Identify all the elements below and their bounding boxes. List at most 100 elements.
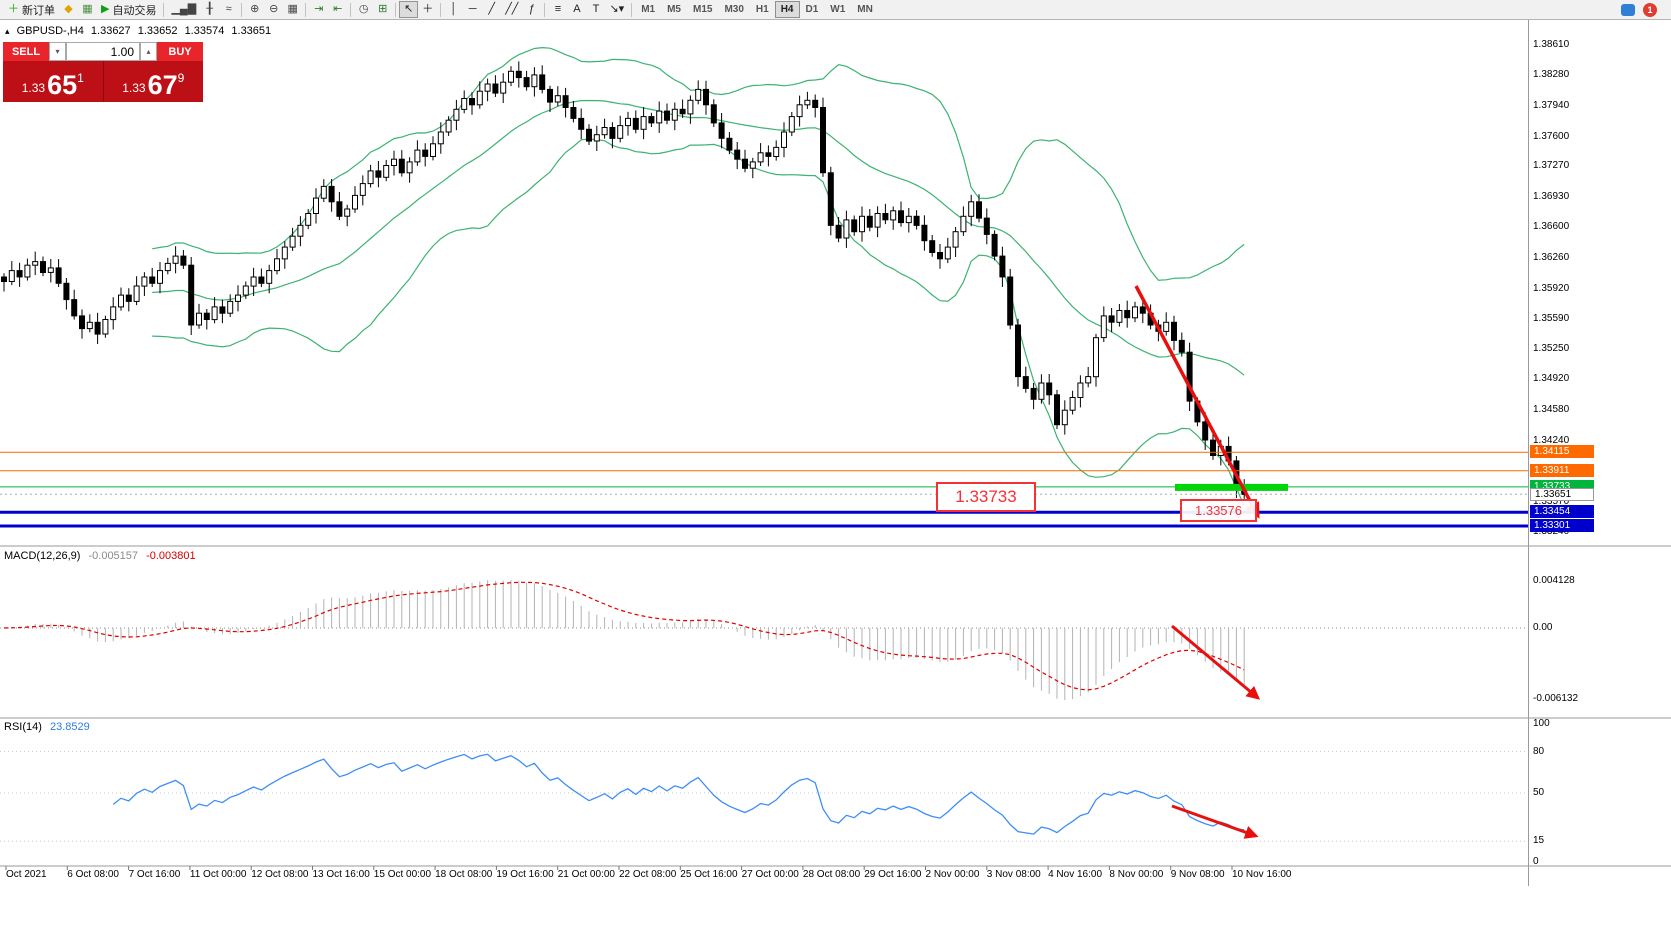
candle-body (710, 104, 717, 124)
time-axis-label[interactable]: 15 Oct 00:00 (373, 869, 432, 880)
candle-body (593, 134, 600, 142)
time-axis-label[interactable]: Oct 2021 (6, 869, 47, 880)
candle-body (359, 183, 366, 196)
trend-arrow[interactable] (1171, 804, 1259, 839)
timeframe-m15[interactable]: M15 (693, 4, 713, 15)
timeframe-m5[interactable]: M5 (667, 4, 681, 15)
buy-header[interactable]: BUY (157, 42, 203, 61)
time-axis-label[interactable]: 10 Nov 16:00 (1232, 869, 1292, 880)
time-axis-label[interactable]: 28 Oct 08:00 (802, 869, 861, 880)
volume-input[interactable]: 1.00 (66, 42, 140, 61)
timeframe-m1[interactable]: M1 (641, 4, 656, 15)
candle-body (391, 158, 397, 166)
time-axis-label[interactable]: 4 Nov 16:00 (1048, 869, 1103, 880)
panel-dropdown-icon[interactable]: ▾ (49, 42, 66, 61)
chart-shift-icon[interactable]: ⇤ (328, 1, 347, 18)
timeframe-d1[interactable]: D1 (805, 4, 819, 15)
vertical-line-icon[interactable]: │ (444, 1, 463, 18)
candle-body (1061, 409, 1068, 426)
zoom-in-icon[interactable]: ⊕ (245, 1, 264, 18)
time-axis-label[interactable]: 2 Nov 00:00 (925, 869, 980, 880)
bid-price-tag[interactable]: 1.33651 (1530, 488, 1594, 502)
crosshair-icon[interactable]: ＋ (418, 1, 437, 18)
time-axis-label[interactable]: 13 Oct 16:00 (312, 869, 370, 880)
candle-body (476, 90, 483, 106)
candlestick-mode-icon[interactable]: ╂ (200, 1, 219, 18)
timeframe-w1[interactable]: W1 (830, 4, 846, 15)
strategy-tester-icon-glyph: ◷ (358, 3, 369, 15)
auto-scroll-icon[interactable]: ⇥ (309, 1, 328, 18)
time-axis-label[interactable]: 27 Oct 00:00 (741, 869, 799, 880)
candle-body (898, 210, 904, 224)
notification-badge[interactable]: 1 (1643, 2, 1657, 17)
candle-body (999, 255, 1006, 278)
trendline-icon[interactable]: ╱ (482, 1, 501, 18)
bar-chart-mode-icon[interactable]: ▁▄▇ (167, 1, 200, 18)
price-level-tag[interactable]: 1.33911 (1530, 463, 1594, 477)
timeframe-h1[interactable]: H1 (755, 4, 769, 15)
fibonacci-icon[interactable]: ƒ (522, 1, 541, 18)
styler-icon[interactable]: ◆ (59, 1, 78, 18)
buy-price-sup: 9 (177, 71, 185, 85)
price-annotation-box[interactable]: 1.33576 (1180, 499, 1257, 522)
price-level-tag[interactable]: 1.34115 (1530, 445, 1594, 459)
candle-body (79, 315, 85, 330)
autotrading-button[interactable]: ▶ 自动交易 (97, 1, 160, 18)
line-chart-mode-icon[interactable]: ≈ (219, 1, 238, 18)
time-axis-label[interactable]: 7 Oct 16:00 (128, 869, 181, 880)
time-axis-label[interactable]: 3 Nov 08:00 (986, 869, 1041, 880)
timeframe-mn[interactable]: MN (857, 4, 873, 15)
price-annotation-box[interactable]: 1.33733 (936, 482, 1036, 512)
time-axis-label[interactable]: 29 Oct 16:00 (864, 869, 922, 880)
depth-of-market-icon-glyph: ▦ (82, 3, 93, 15)
candle-body (547, 88, 553, 103)
time-axis-label[interactable]: 22 Oct 08:00 (619, 869, 677, 880)
new-chart-icon[interactable]: ⊞ (373, 1, 392, 18)
candle-body (375, 170, 382, 178)
zoom-out-icon[interactable]: ⊖ (264, 1, 283, 18)
candle-body (242, 285, 249, 296)
timeframe-h4[interactable]: H4 (774, 1, 800, 18)
line-chart-mode-icon-glyph: ≈ (225, 3, 232, 15)
community-chat-icon[interactable] (1621, 3, 1635, 16)
objects-list-icon[interactable]: ≡ (548, 1, 567, 18)
price-level-tag[interactable]: 1.33301 (1530, 519, 1594, 533)
candle-body (820, 107, 826, 174)
time-axis-label[interactable]: 8 Nov 00:00 (1109, 869, 1164, 880)
sell-header[interactable]: SELL (3, 42, 49, 61)
candle-body (562, 95, 569, 108)
equidistant-channel-icon[interactable]: ╱╱ (501, 1, 522, 18)
text-label-icon[interactable]: T (586, 1, 605, 18)
candle-body (461, 98, 468, 110)
candle-body (118, 294, 124, 308)
time-axis-label[interactable]: 9 Nov 08:00 (1170, 869, 1225, 880)
support-zone-highlight[interactable] (1175, 483, 1288, 491)
time-axis-label[interactable]: 11 Oct 00:00 (189, 869, 247, 880)
horizontal-line-icon[interactable]: ─ (463, 1, 482, 18)
strategy-tester-icon[interactable]: ◷ (354, 1, 373, 18)
bollinger-band-line (152, 99, 1245, 376)
text-tool-icon[interactable]: A (567, 1, 586, 18)
buy-button[interactable]: 1.33 67 9 (104, 61, 204, 102)
new-order-button[interactable]: ＋新订单 (4, 1, 59, 18)
trend-arrow[interactable] (1134, 285, 1260, 519)
trend-arrow[interactable] (1171, 624, 1261, 700)
volume-stepper-icon[interactable]: ▴ (140, 42, 157, 61)
time-axis-label[interactable]: 12 Oct 08:00 (251, 869, 309, 880)
time-axis-label[interactable]: 6 Oct 08:00 (67, 869, 119, 880)
timeframe-m30[interactable]: M30 (724, 4, 744, 15)
price-level-tag[interactable]: 1.33454 (1530, 505, 1594, 519)
candle-body (866, 215, 873, 228)
time-axis-label[interactable]: 21 Oct 00:00 (557, 869, 615, 880)
tile-windows-icon[interactable]: ▦ (283, 1, 302, 18)
candle-body (157, 270, 163, 284)
time-axis-label[interactable]: 25 Oct 16:00 (680, 869, 738, 880)
arrows-tool-icon[interactable]: ↘▾ (605, 1, 628, 18)
time-axis-label[interactable]: 19 Oct 16:00 (496, 869, 554, 880)
sell-button[interactable]: 1.33 65 1 (3, 61, 104, 102)
cursor-icon[interactable]: ↖ (399, 1, 419, 18)
candle-body (344, 208, 351, 217)
depth-of-market-icon[interactable]: ▦ (78, 1, 97, 18)
time-axis-label[interactable]: 18 Oct 08:00 (435, 869, 493, 880)
